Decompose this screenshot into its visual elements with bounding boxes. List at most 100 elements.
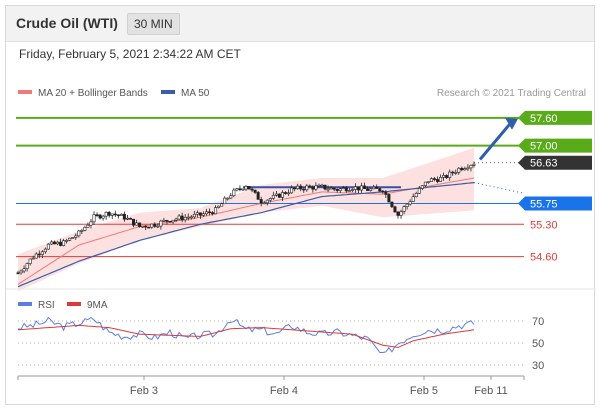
copyright-text: Research © 2021 Trading Central xyxy=(437,88,586,99)
rsi-ma-line xyxy=(17,324,475,348)
candle xyxy=(375,184,379,189)
candle xyxy=(147,226,151,229)
candle xyxy=(125,215,129,221)
candle-body xyxy=(65,240,69,242)
candle xyxy=(293,187,297,192)
candle-body xyxy=(22,268,26,272)
candle xyxy=(189,215,193,220)
candle xyxy=(384,190,388,198)
candle xyxy=(429,177,433,182)
candle xyxy=(250,187,254,193)
candle-body xyxy=(83,226,87,231)
candle xyxy=(214,205,218,215)
candle xyxy=(217,205,221,209)
candle-body xyxy=(25,263,29,269)
x-tick-label: Feb 4 xyxy=(270,385,298,397)
rsi-line xyxy=(17,316,475,353)
candle xyxy=(180,212,184,223)
candle-body xyxy=(174,218,178,221)
candle xyxy=(110,213,114,220)
candle xyxy=(186,213,190,221)
candle xyxy=(40,250,44,259)
candle-body xyxy=(77,230,81,237)
candle-body xyxy=(445,175,449,178)
candle xyxy=(463,166,467,171)
candle xyxy=(402,205,406,215)
candle xyxy=(92,211,96,226)
rsi-panel: 70 50 30 xyxy=(17,316,544,372)
chart-card: Crude Oil (WTI) 30 MIN Friday, February … xyxy=(5,5,596,405)
candle-body xyxy=(192,214,196,218)
candle-body xyxy=(442,175,446,178)
candle xyxy=(350,188,354,193)
candle-body xyxy=(138,222,142,227)
candle xyxy=(244,184,248,191)
ma50-legend-swatch xyxy=(161,90,175,94)
candle xyxy=(226,197,230,201)
candle xyxy=(256,190,260,200)
rsi-legend-label: RSI xyxy=(38,300,55,311)
candle-body xyxy=(92,214,96,223)
candle xyxy=(211,211,215,216)
candle-body xyxy=(338,188,342,191)
candle xyxy=(439,174,443,182)
candle-body xyxy=(420,185,424,189)
candle-body xyxy=(214,207,218,215)
candle-body xyxy=(381,190,385,193)
candle-body xyxy=(457,167,461,173)
rsi-tick-50: 50 xyxy=(532,338,544,350)
candle-body xyxy=(125,217,129,220)
candle-body xyxy=(268,198,272,201)
candle-body xyxy=(253,189,257,193)
candle-body xyxy=(195,212,199,215)
candle-body xyxy=(250,188,254,191)
candle xyxy=(299,184,303,192)
candle-body xyxy=(356,186,360,191)
candle-body xyxy=(265,199,269,204)
candle xyxy=(171,219,175,225)
candle-body xyxy=(241,188,245,191)
candle-body xyxy=(56,241,60,245)
candle xyxy=(25,262,29,272)
candle xyxy=(168,221,172,223)
candle xyxy=(277,193,281,198)
bollinger-band-fill xyxy=(18,147,474,292)
candle xyxy=(372,184,376,190)
candle xyxy=(329,186,333,190)
candle xyxy=(153,222,157,228)
candle-body xyxy=(101,215,105,219)
candle xyxy=(408,199,412,206)
timeframe-badge[interactable]: 30 MIN xyxy=(127,13,180,35)
date-line: Friday, February 5, 2021 2:34:22 AM CET xyxy=(19,47,241,61)
candle-body xyxy=(156,225,160,228)
candle-body xyxy=(110,213,114,216)
level-tag-bg-55.75 xyxy=(518,196,592,211)
candle-body xyxy=(204,211,208,215)
candle-body xyxy=(201,213,205,216)
candle-body xyxy=(314,185,318,190)
candle xyxy=(274,191,278,197)
candle xyxy=(195,210,199,218)
candle xyxy=(74,233,78,240)
candle xyxy=(271,191,275,200)
candle-body xyxy=(317,184,321,187)
candle-body xyxy=(429,178,433,182)
candle xyxy=(259,196,263,207)
candle-body xyxy=(31,257,35,260)
candle xyxy=(165,219,169,225)
candle-body xyxy=(439,177,443,182)
candle-body xyxy=(360,185,364,191)
candle xyxy=(353,183,357,193)
candle xyxy=(56,240,60,246)
candle-body xyxy=(277,193,281,198)
candle xyxy=(34,252,38,259)
candle xyxy=(466,164,470,171)
candle-body xyxy=(183,217,187,221)
candle xyxy=(162,217,166,223)
candle xyxy=(98,213,102,220)
candle xyxy=(290,185,294,194)
candle xyxy=(445,174,449,180)
candle xyxy=(141,225,145,228)
candle xyxy=(363,182,367,190)
candle xyxy=(235,187,239,192)
